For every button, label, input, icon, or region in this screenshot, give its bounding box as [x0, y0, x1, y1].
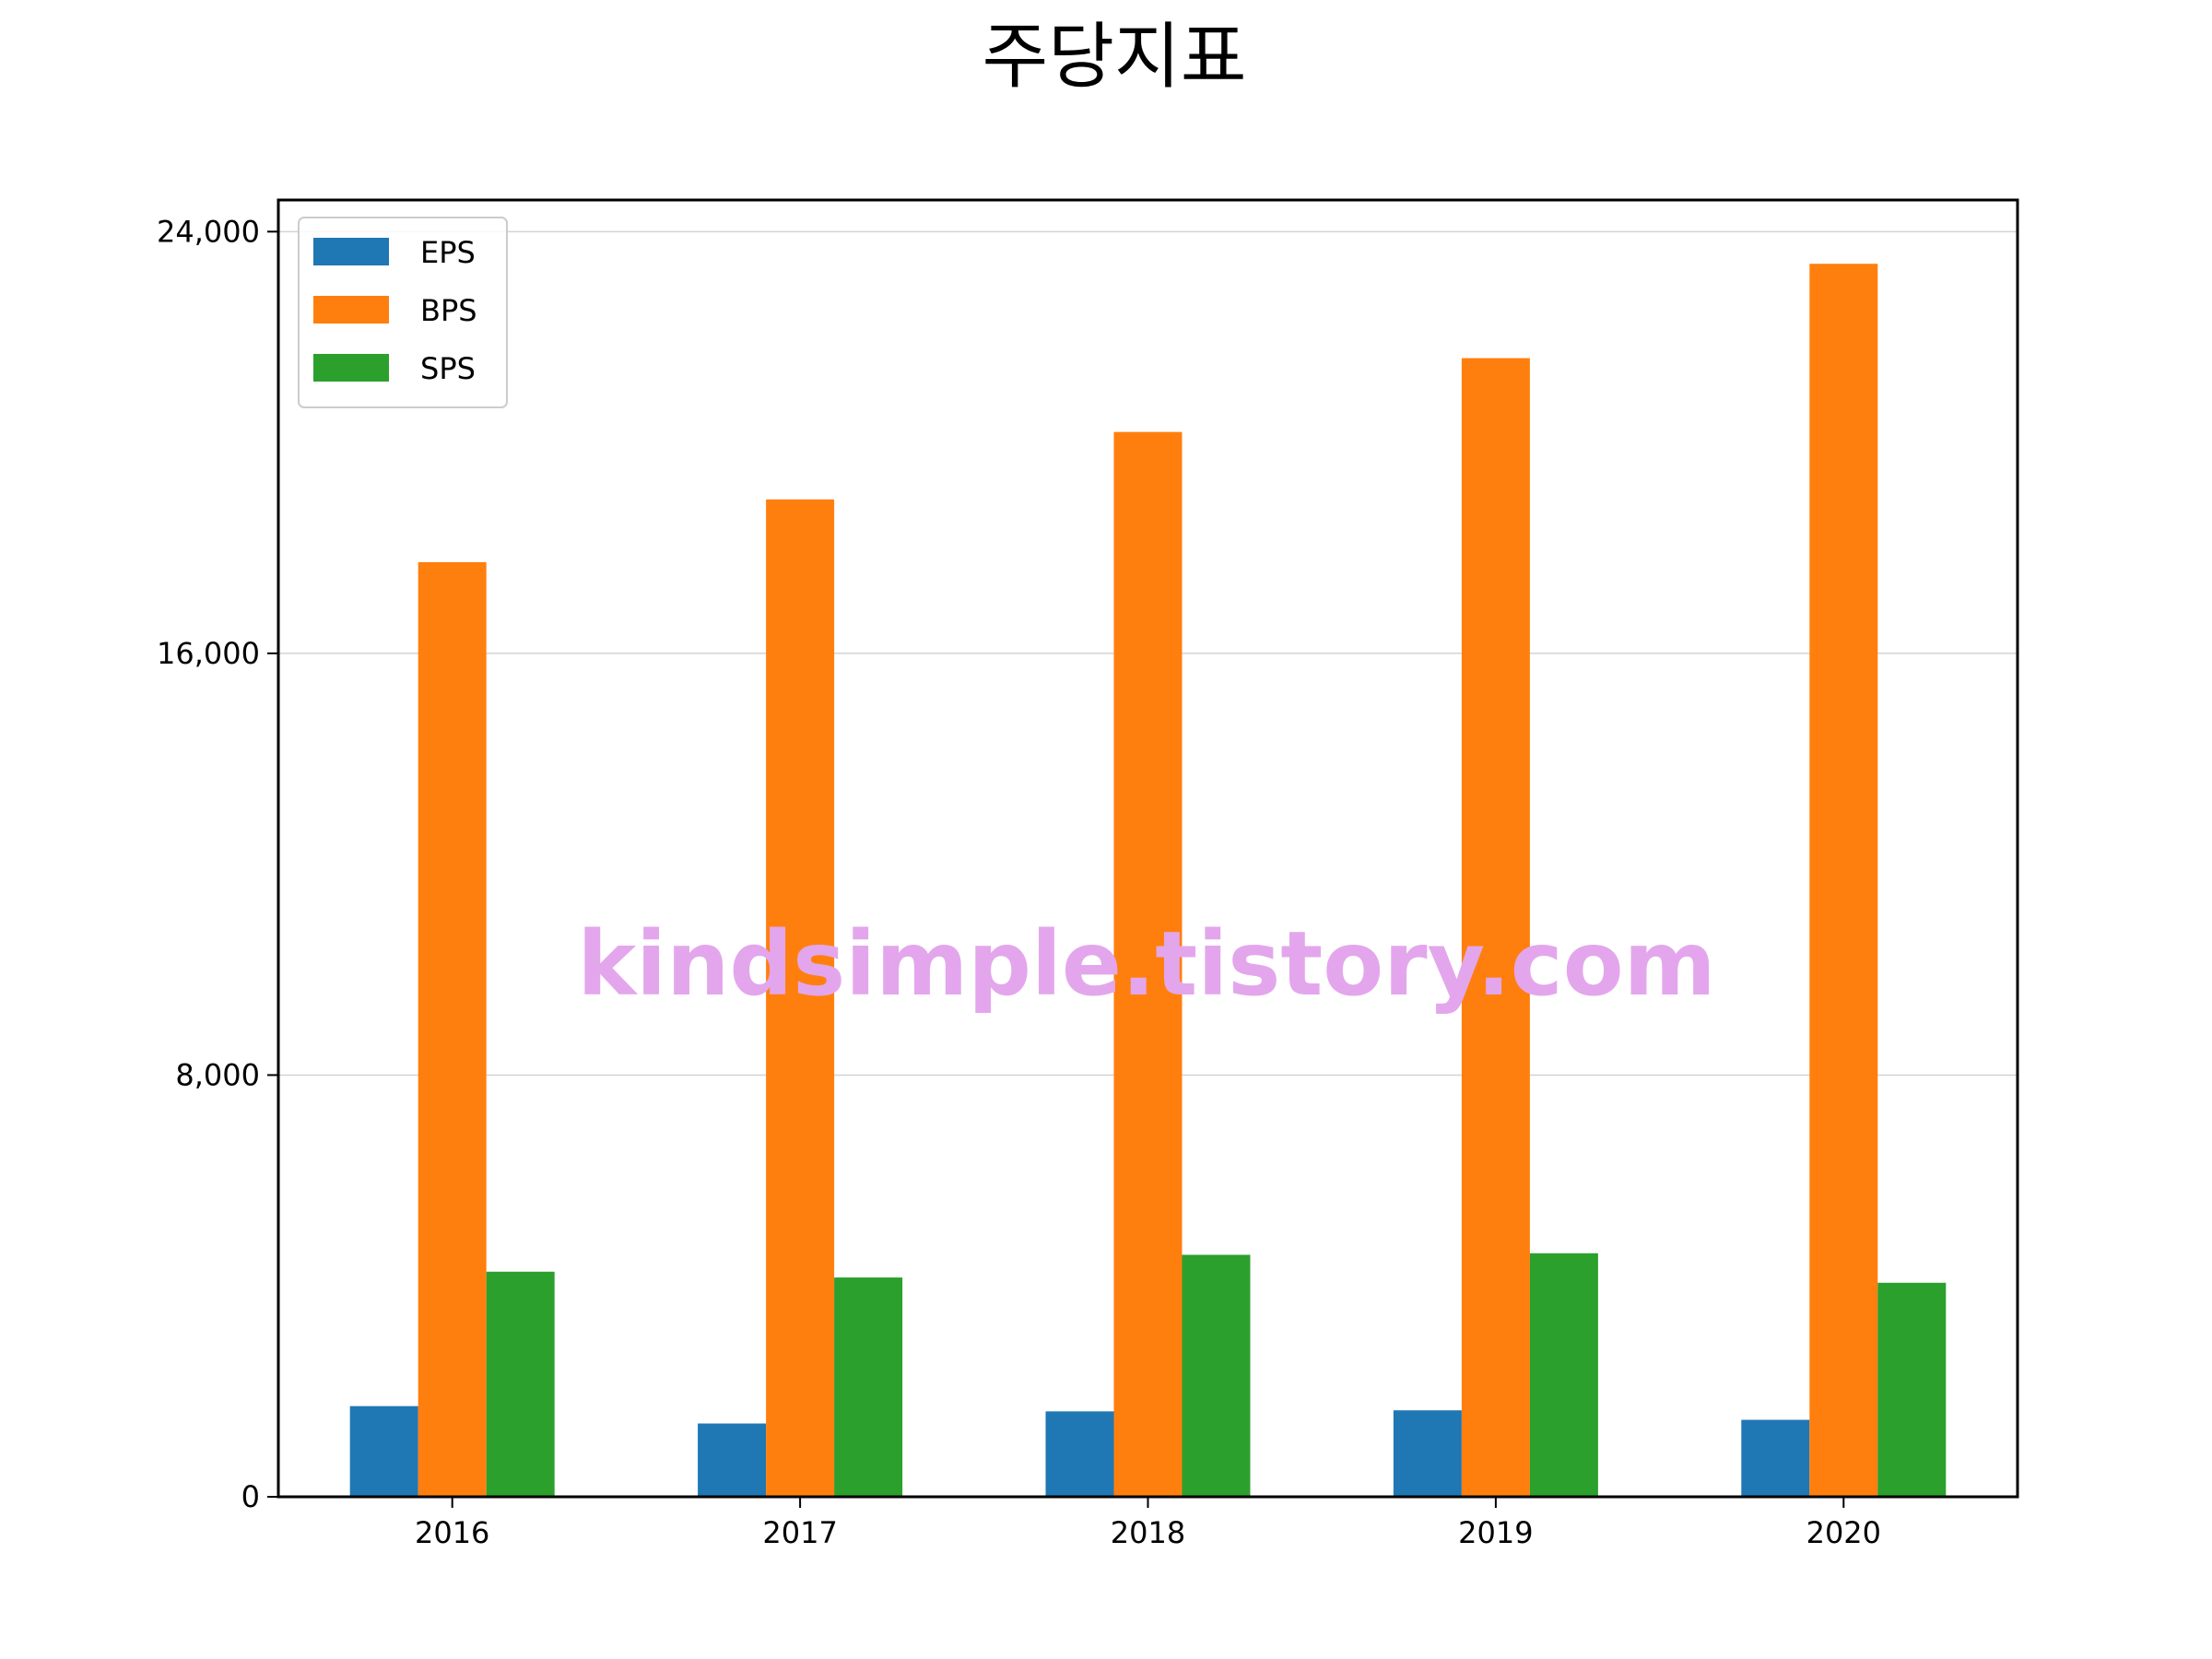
- legend: EPS BPS SPS: [298, 217, 508, 408]
- bar-bps-2019: [1461, 358, 1530, 1498]
- y-tick-label: 24,000: [157, 214, 260, 249]
- bars: [349, 264, 1947, 1498]
- x-axis: 2016 2017 2018 2019 2020: [415, 1497, 1881, 1550]
- y-tick-label: 16,000: [157, 636, 260, 671]
- bar-bps-2020: [1809, 264, 1878, 1498]
- bar-eps-2020: [1741, 1419, 1810, 1497]
- legend-label-eps: EPS: [420, 235, 476, 270]
- y-tick-label: 0: [241, 1479, 260, 1514]
- legend-label-bps: BPS: [420, 293, 477, 328]
- watermark-text: kindsimple.tistory.com: [577, 912, 1715, 1016]
- chart-title: 주당지표: [982, 16, 1246, 99]
- legend-swatch-sps: [313, 354, 389, 382]
- x-tick-label: 2020: [1806, 1515, 1881, 1550]
- bar-sps-2018: [1182, 1254, 1251, 1497]
- x-tick-label: 2016: [415, 1515, 489, 1550]
- bar-sps-2019: [1529, 1253, 1598, 1497]
- bar-bps-2018: [1113, 431, 1182, 1497]
- x-tick-label: 2019: [1458, 1515, 1533, 1550]
- bar-sps-2020: [1877, 1282, 1947, 1497]
- x-tick-label: 2018: [1111, 1515, 1185, 1550]
- y-axis: 0 8,000 16,000 24,000: [157, 214, 278, 1514]
- legend-swatch-eps: [313, 238, 389, 265]
- bar-eps-2017: [698, 1423, 767, 1497]
- bar-bps-2017: [766, 499, 835, 1497]
- bar-eps-2019: [1393, 1410, 1462, 1497]
- bar-bps-2016: [418, 561, 487, 1497]
- bar-sps-2016: [486, 1271, 555, 1497]
- y-tick-label: 8,000: [175, 1057, 260, 1092]
- bar-eps-2018: [1045, 1411, 1114, 1497]
- legend-swatch-bps: [313, 296, 389, 324]
- legend-label-sps: SPS: [420, 351, 476, 386]
- bar-eps-2016: [349, 1406, 418, 1497]
- bar-sps-2017: [834, 1277, 903, 1497]
- x-tick-label: 2017: [762, 1515, 837, 1550]
